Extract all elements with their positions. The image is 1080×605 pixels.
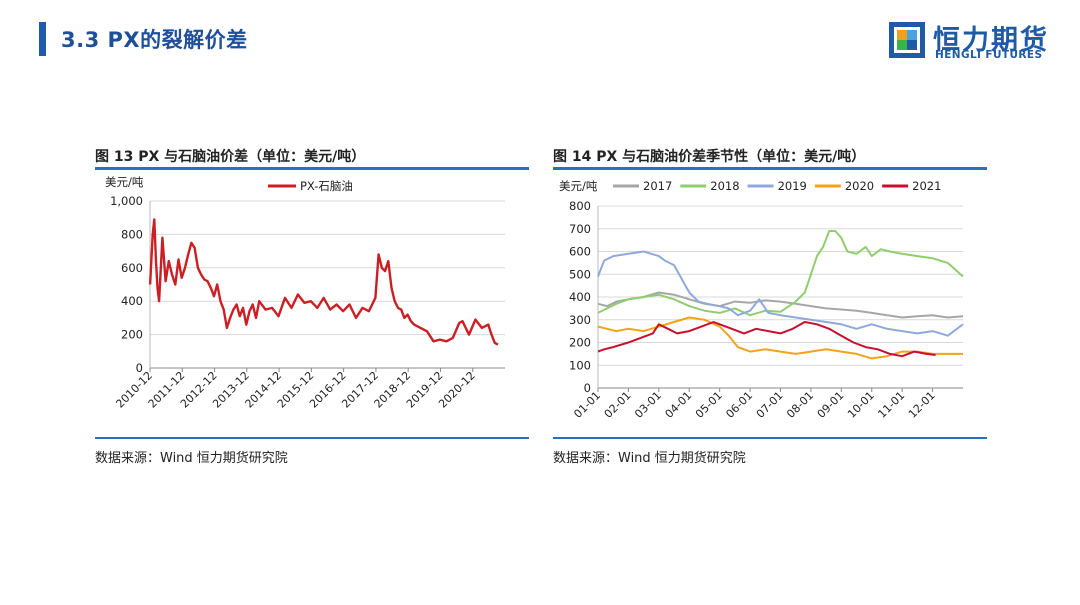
x-tick-label: 11-01 — [875, 389, 907, 421]
y-tick-label: 800 — [121, 227, 143, 241]
y-tick-label: 800 — [569, 199, 591, 213]
x-tick-label: 12-01 — [906, 389, 938, 421]
title-accent-bar — [39, 22, 46, 56]
x-tick-label: 05-01 — [693, 389, 725, 421]
hengli-logo-icon — [889, 22, 925, 58]
y-tick-label: 1,000 — [110, 194, 143, 208]
y-tick-label: 700 — [569, 222, 591, 236]
logo-english-name: HENGLI FUTURES — [935, 49, 1043, 61]
x-tick-label: 07-01 — [754, 389, 786, 421]
y-axis-unit-label: 美元/吨 — [105, 175, 144, 189]
y-axis-unit-label: 美元/吨 — [559, 179, 598, 193]
legend-label: 2018 — [710, 179, 739, 193]
figure-14-source: 数据来源：Wind 恒力期货研究院 — [553, 451, 746, 466]
figure-13-title: 图 13 PX 与石脑油价差（单位：美元/吨） — [95, 149, 366, 165]
y-tick-label: 0 — [136, 361, 143, 375]
y-tick-label: 0 — [584, 381, 591, 395]
y-tick-label: 500 — [569, 267, 591, 281]
chart-px-naphtha-seasonal: 0100200300400500600700800美元/吨01-0102-010… — [559, 179, 964, 421]
x-tick-label: 02-01 — [602, 389, 634, 421]
y-tick-label: 400 — [121, 294, 143, 308]
figure-13-top-rule — [95, 167, 529, 170]
x-tick-label: 06-01 — [723, 389, 755, 421]
x-tick-label: 09-01 — [815, 389, 847, 421]
x-tick-label: 08-01 — [784, 389, 816, 421]
figure-14-bottom-rule — [553, 437, 987, 439]
legend-label: 2019 — [778, 179, 807, 193]
x-tick-label: 03-01 — [632, 389, 664, 421]
y-tick-label: 400 — [569, 290, 591, 304]
y-tick-label: 200 — [121, 328, 143, 342]
x-tick-label: 10-01 — [845, 389, 877, 421]
hengli-logo: 恒力期货 HENGLI FUTURES — [889, 20, 1059, 64]
legend-label: 2021 — [912, 179, 941, 193]
y-tick-label: 100 — [569, 358, 591, 372]
series-line-2021 — [597, 321, 936, 358]
logo-chinese-name: 恒力期货 — [933, 25, 1049, 56]
series-line-PX-石脑油 — [148, 218, 499, 346]
series-line-2020 — [597, 316, 963, 360]
series-line-2018 — [597, 230, 964, 317]
figure-13-source: 数据来源：Wind 恒力期货研究院 — [95, 451, 288, 466]
chart-px-naphtha-spread: 02004006008001,000美元/吨2010-122011-122012… — [105, 175, 505, 411]
x-tick-label: 04-01 — [663, 389, 695, 421]
legend-label: 2020 — [845, 179, 874, 193]
figure-13-bottom-rule — [95, 437, 529, 439]
figure-14-top-rule — [553, 167, 987, 170]
y-tick-label: 600 — [569, 245, 591, 259]
legend-label: PX-石脑油 — [300, 179, 353, 193]
legend-label: 2017 — [643, 179, 672, 193]
page-title: 3.3 PX的裂解价差 — [61, 28, 248, 52]
figure-14-title: 图 14 PX 与石脑油价差季节性（单位：美元/吨） — [553, 149, 866, 165]
y-tick-label: 300 — [569, 313, 591, 327]
y-tick-label: 200 — [569, 336, 591, 350]
y-tick-label: 600 — [121, 261, 143, 275]
series-line-2019 — [597, 250, 964, 337]
